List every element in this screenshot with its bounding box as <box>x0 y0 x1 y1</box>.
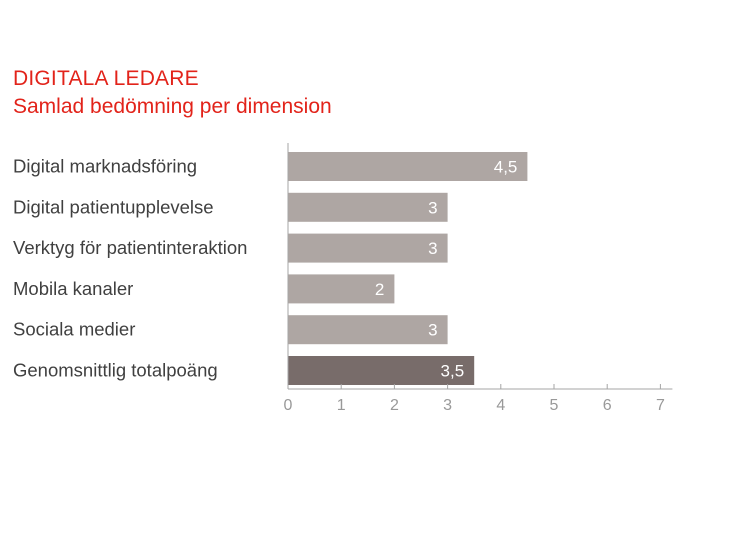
x-tick-label-1: 1 <box>337 397 346 414</box>
data-label-1: 4,5 <box>494 158 518 177</box>
bar-6 <box>288 356 475 385</box>
bar-3 <box>288 233 448 263</box>
bar-5 <box>288 315 448 345</box>
data-label-4: 2 <box>375 280 384 299</box>
bar-group: 4,5 3 3 2 3 3,5 <box>288 152 528 385</box>
data-label-2: 3 <box>428 198 437 217</box>
category-label-4: Mobila kanaler <box>13 278 133 299</box>
x-tick-label-4: 4 <box>496 397 505 414</box>
axes: 0 1 2 3 4 5 6 7 <box>284 143 673 414</box>
category-label-5: Sociala medier <box>13 319 135 340</box>
category-label-2: Digital patientupplevelse <box>13 196 214 217</box>
chart-subtitle: Samlad bedömning per dimension <box>13 95 332 118</box>
x-tick-label-6: 6 <box>603 397 612 414</box>
bar-1 <box>288 152 528 181</box>
data-label-5: 3 <box>428 321 437 340</box>
data-label-3: 3 <box>428 239 437 258</box>
data-label-6: 3,5 <box>441 362 465 381</box>
x-tick-label-7: 7 <box>656 397 665 414</box>
category-label-3: Verktyg för patientinteraktion <box>13 237 247 258</box>
x-tick-label-3: 3 <box>443 397 452 414</box>
chart-title: DIGITALA LEDARE <box>13 67 199 90</box>
category-label-1: Digital marknadsföring <box>13 156 197 177</box>
bar-2 <box>288 192 448 222</box>
x-tick-label-5: 5 <box>550 397 559 414</box>
category-labels: Digital marknadsföring Digital patientupp… <box>13 156 247 381</box>
x-tick-label-2: 2 <box>390 397 399 414</box>
x-tick-label-0: 0 <box>284 397 293 414</box>
bar-4 <box>288 274 395 304</box>
category-label-6: Genomsnittlig totalpoäng <box>13 360 218 381</box>
